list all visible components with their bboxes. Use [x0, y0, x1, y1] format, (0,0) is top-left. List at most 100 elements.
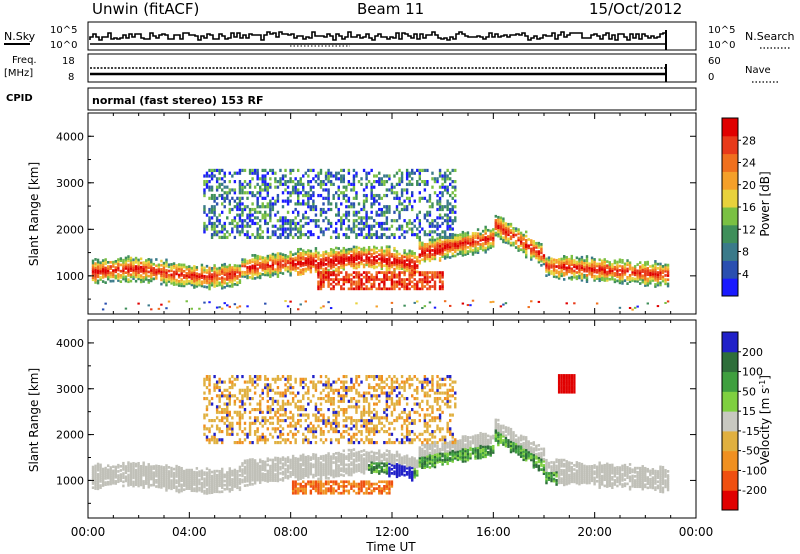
nave-tick-top: 60: [708, 56, 721, 67]
power-cell: [284, 266, 287, 270]
power-cell: [309, 193, 313, 198]
power-cell: [418, 287, 421, 291]
velocity-cell: [271, 388, 275, 392]
velocity-cell: [259, 435, 262, 439]
power-cell: [223, 174, 226, 178]
power-cell: [327, 219, 330, 223]
velocity-cell: [233, 470, 237, 474]
power-cell: [390, 224, 394, 228]
power-cell: [248, 171, 252, 175]
power-cell: [324, 275, 328, 279]
velocity-cell: [253, 467, 257, 471]
power-cell: [175, 264, 178, 267]
power-cell: [601, 274, 604, 277]
power-cell: [598, 258, 601, 262]
power-cell: [532, 240, 535, 243]
power-cell: [454, 193, 457, 198]
power-cell: [165, 262, 168, 266]
power-cell: [241, 227, 244, 231]
power-cell: [274, 213, 277, 217]
power-cell: [403, 304, 406, 307]
velocity-cell: [307, 459, 310, 462]
power-cell: [560, 257, 563, 261]
power-cell: [476, 249, 480, 252]
power-cell: [294, 227, 297, 231]
power-cell: [236, 268, 239, 272]
power-cell: [654, 270, 657, 274]
power-cell: [266, 271, 269, 275]
power-cell: [188, 282, 191, 285]
velocity-cell: [246, 471, 249, 475]
power-cell: [147, 262, 150, 265]
power-cell: [256, 177, 259, 181]
velocity-cell: [233, 441, 237, 445]
power-cell: [542, 258, 546, 262]
power-cell: [137, 262, 140, 266]
velocity-cell: [228, 432, 231, 436]
velocity-cell: [259, 479, 262, 482]
power-cell: [499, 237, 503, 241]
velocity-cell: [286, 464, 290, 468]
power-cell: [276, 275, 280, 278]
velocity-cell: [231, 421, 234, 425]
power-cell: [286, 261, 290, 265]
velocity-cell: [248, 474, 252, 478]
velocity-cell: [233, 399, 237, 403]
velocity-cell: [243, 427, 247, 431]
power-cell: [299, 268, 302, 272]
velocity-cell: [175, 468, 178, 472]
velocity-cell: [243, 471, 247, 475]
velocity-cell: [223, 475, 226, 479]
velocity-cell: [124, 477, 128, 481]
velocity-cell: [302, 461, 305, 465]
power-cell: [367, 180, 371, 184]
power-cell: [317, 171, 320, 175]
power-cell: [641, 270, 644, 273]
power-cell: [362, 221, 366, 226]
velocity-cell: [304, 438, 307, 442]
velocity-cell: [91, 486, 95, 490]
power-cell: [109, 260, 112, 264]
power-cell: [203, 191, 206, 195]
velocity-cell: [91, 482, 95, 485]
power-cell: [385, 245, 389, 249]
velocity-cell: [279, 457, 282, 461]
power-cell: [152, 267, 155, 270]
power-cell: [459, 237, 462, 241]
power-cell: [342, 246, 345, 250]
velocity-cell: [109, 478, 112, 482]
power-cell: [223, 185, 226, 189]
power-cell: [555, 269, 558, 273]
power-cell: [329, 282, 333, 286]
power-cell: [155, 268, 158, 272]
power-cell: [393, 259, 396, 263]
power-cell: [203, 180, 206, 184]
velocity-cell: [256, 435, 259, 439]
power-cell: [443, 246, 447, 250]
power-cell: [233, 276, 237, 280]
velocity-cell: [248, 441, 252, 445]
velocity-cell: [205, 475, 209, 479]
power-cell: [208, 270, 211, 274]
power-cell: [208, 207, 211, 212]
velocity-cell: [99, 467, 102, 471]
velocity-cell: [160, 477, 163, 481]
power-cell: [408, 266, 411, 269]
velocity-cell: [198, 482, 201, 486]
power-cell: [547, 271, 551, 274]
power-cell: [271, 207, 275, 212]
power-cell: [380, 263, 383, 266]
power-cell: [522, 235, 525, 239]
power-cell: [423, 230, 427, 234]
power-cell: [664, 280, 667, 284]
power-cell: [215, 273, 219, 277]
power-cell: [656, 271, 660, 274]
power-cell: [357, 285, 361, 288]
power-cell: [628, 261, 632, 265]
power-cell: [497, 224, 500, 227]
power-cell: [286, 259, 290, 263]
power-cell: [307, 180, 310, 184]
power-cell: [231, 227, 234, 231]
power-cell: [441, 255, 444, 258]
power-cell: [317, 271, 320, 274]
